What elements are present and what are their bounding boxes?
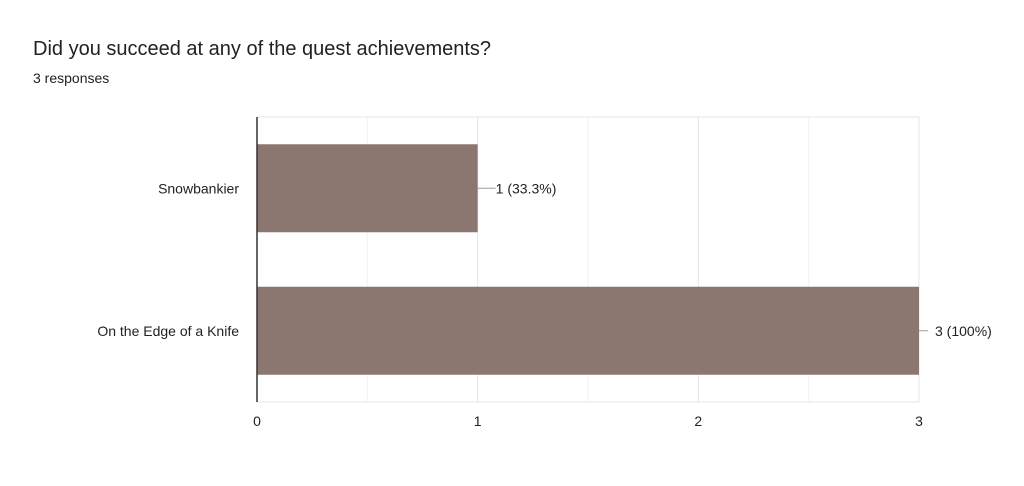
response-count: 3 responses — [33, 70, 110, 86]
question-title: Did you succeed at any of the quest achi… — [33, 38, 492, 60]
x-tick-label: 1 — [474, 413, 482, 429]
category-label: Snowbankier — [158, 180, 239, 196]
chart-axes: 0 1 2 3 — [253, 117, 923, 429]
x-tick-label: 3 — [915, 413, 923, 429]
chart-labels: Snowbankier 1 (33.3%) On the Edge of a Kni… — [97, 180, 991, 339]
category-label: On the Edge of a Knife — [97, 323, 239, 339]
x-tick-label: 2 — [694, 413, 702, 429]
bar[interactable] — [257, 286, 919, 375]
bar[interactable] — [257, 144, 478, 233]
chart-bars — [257, 144, 919, 375]
data-label: 1 (33.3%) — [496, 180, 557, 196]
x-tick-label: 0 — [253, 413, 261, 429]
data-label: 3 (100%) — [935, 323, 992, 339]
